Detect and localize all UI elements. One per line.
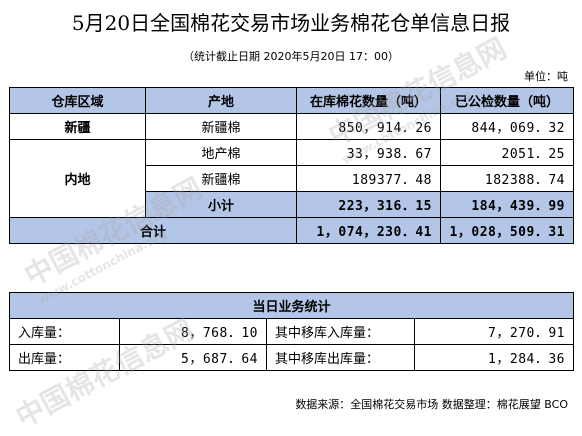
data-source: 数据来源：全国棉花交易市场 数据整理：棉花展望 BCO (295, 398, 568, 411)
stock-cell: 33，938．67 (296, 139, 441, 166)
stock-cell: 189377．48 (296, 165, 441, 192)
subtotal-label: 小计 (145, 191, 297, 218)
table-row: 入库量： 8，768．10 其中移库入库量： 7，270．91 (9, 318, 575, 345)
unit-label: 单位：吨 (524, 70, 568, 83)
origin-cell: 新疆棉 (145, 165, 297, 192)
total-inspected: 1，028，509．31 (440, 217, 574, 244)
report-subtitle: （统计截止日期 2020年5月20日 17：00） (183, 50, 399, 63)
table-header-row: 仓库区域 产地 在库棉花数量（吨） 已公检数量（吨） (9, 87, 574, 114)
table-row: 出库量： 5，687．64 其中移库出库量： 1，284．36 (9, 344, 575, 371)
inspected-cell: 2051．25 (440, 139, 574, 166)
daily-title: 当日业务统计 (8, 292, 575, 319)
origin-cell: 新疆棉 (145, 113, 297, 140)
region-inland: 内地 (9, 139, 146, 218)
header-stock: 在库棉花数量（吨） (296, 87, 441, 114)
report-title: 5月20日全国棉花交易市场业务棉花仓单信息日报 (71, 11, 511, 35)
inbound-label: 入库量： (9, 318, 120, 345)
transfer-inbound-value: 7，270．91 (413, 318, 575, 345)
warehouse-table: 仓库区域 产地 在库棉花数量（吨） 已公检数量（吨） 新疆 新疆棉 850，91… (9, 87, 574, 244)
origin-cell: 地产棉 (145, 139, 297, 166)
daily-title-row: 当日业务统计 (8, 292, 575, 319)
header-origin: 产地 (145, 87, 297, 114)
table-row: 新疆 新疆棉 850，914．26 844，069．32 (9, 113, 574, 140)
inspected-cell: 182388．74 (440, 165, 574, 192)
transfer-outbound-value: 1，284．36 (413, 344, 575, 371)
outbound-value: 5，687．64 (119, 344, 267, 371)
header-inspected: 已公检数量（吨） (440, 87, 574, 114)
subtotal-inspected: 184，439．99 (440, 191, 574, 218)
region-xinjiang: 新疆 (9, 113, 146, 140)
inspected-cell: 844，069．32 (440, 113, 574, 140)
table-row: 内地 地产棉 33，938．67 2051．25 (9, 139, 574, 218)
stock-cell: 850，914．26 (296, 113, 441, 140)
total-row: 合计 1，074，230．41 1，028，509．31 (9, 217, 574, 244)
transfer-inbound-label: 其中移库入库量： (266, 318, 415, 345)
daily-business-table: 当日业务统计 入库量： 8，768．10 其中移库入库量： 7，270．91 出… (8, 292, 575, 371)
subtotal-stock: 223，316．15 (296, 191, 441, 218)
total-label: 合计 (9, 217, 297, 244)
inbound-value: 8，768．10 (119, 318, 267, 345)
transfer-outbound-label: 其中移库出库量： (266, 344, 415, 371)
header-region: 仓库区域 (9, 87, 146, 114)
table-row: 新疆棉 189377．48 182388．74 (10, 165, 574, 192)
outbound-label: 出库量： (9, 344, 120, 371)
total-stock: 1，074，230．41 (296, 217, 441, 244)
